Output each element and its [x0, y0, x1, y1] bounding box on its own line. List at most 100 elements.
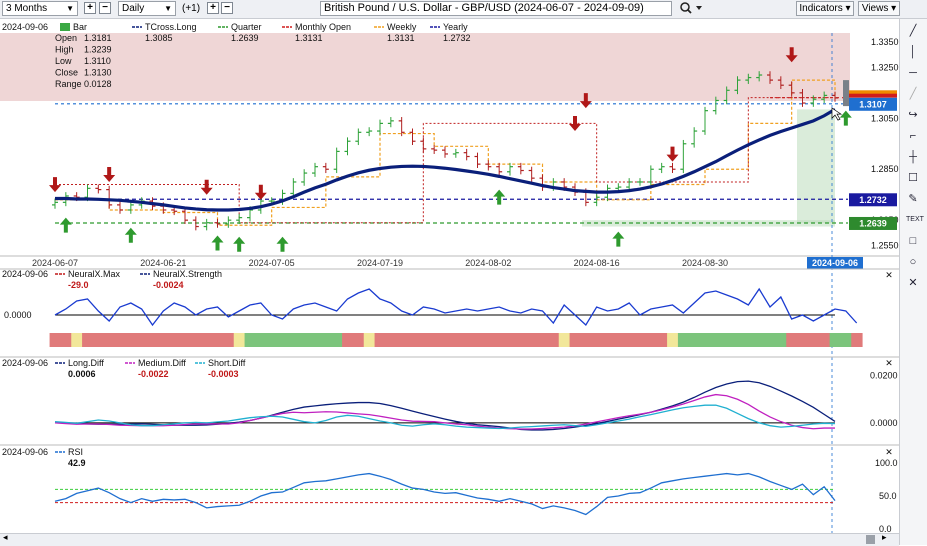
- neuralx-max-bar: [677, 333, 690, 347]
- y-tick-label: 1.3250: [871, 62, 899, 72]
- x-tick-label: 2024-06-07: [32, 258, 78, 268]
- neuralx-max-bar: [157, 333, 170, 347]
- neuralx-max-bar: [60, 333, 72, 347]
- zoom-in-button[interactable]: +: [84, 2, 96, 14]
- zoom-out-button[interactable]: −: [99, 2, 111, 14]
- neuralx-max-bar: [775, 333, 787, 347]
- neuralx-max-bar: [103, 333, 116, 347]
- neuralx-max-bar: [266, 333, 278, 347]
- scroll-right-icon[interactable]: ▸: [882, 532, 887, 542]
- neuralx-max-bar: [385, 333, 397, 347]
- neuralx-max-bar: [49, 333, 61, 347]
- neuralx-max-bar: [255, 333, 267, 347]
- text-tool-icon[interactable]: TEXT: [906, 216, 924, 223]
- close-icon: ✕: [885, 447, 893, 457]
- neuralx-max-bar: [656, 333, 668, 347]
- indicators-label: Indicators: [799, 3, 843, 14]
- neuralx-max-bar: [222, 333, 235, 347]
- ohlc-label: Open: [55, 33, 77, 43]
- main-legend-value: 1.2732: [443, 33, 471, 43]
- remove-button[interactable]: −: [221, 2, 233, 14]
- main-legend-name: Yearly: [443, 22, 468, 32]
- circle-icon[interactable]: ○: [909, 256, 917, 268]
- diff-date: 2024-09-06: [2, 358, 48, 368]
- x-badge: [807, 257, 863, 269]
- symbol-title[interactable]: British Pound / U.S. Dollar - GBP/USD (2…: [320, 1, 672, 16]
- neuralx-max-bar: [504, 333, 516, 347]
- ray-tool-icon[interactable]: ╱: [909, 88, 917, 100]
- main-legend-name: Weekly: [387, 22, 417, 32]
- indicators-button[interactable]: Indicators ▾: [796, 1, 854, 16]
- neuralx-max-bar: [753, 333, 766, 347]
- add-button[interactable]: +: [207, 2, 219, 14]
- range-value: 3 Months: [6, 3, 48, 14]
- rsi-date: 2024-09-06: [2, 447, 48, 457]
- neural-legend-name: NeuralX.Strength: [153, 269, 222, 279]
- price-badge: [849, 193, 897, 207]
- line-tool-icon[interactable]: ╱: [909, 25, 917, 37]
- horizontal-line-icon[interactable]: ─: [909, 67, 917, 79]
- neuralx-max-bar: [526, 333, 538, 347]
- neuralx-max-bar: [309, 333, 321, 347]
- buy-arrow-icon: [839, 110, 852, 126]
- range-select[interactable]: 3 Months ▼: [2, 1, 78, 16]
- search-button[interactable]: [678, 1, 704, 16]
- comment-icon[interactable]: ☐: [908, 172, 918, 184]
- ohlc-label: Range: [55, 79, 82, 89]
- views-button[interactable]: Views ▾: [858, 1, 900, 16]
- neuralx-max-bar: [298, 333, 311, 347]
- neuralx-max-bar: [688, 333, 701, 347]
- ohlc-value: 1.3110: [84, 56, 111, 66]
- pencil-icon[interactable]: ✎: [908, 193, 918, 205]
- crosshair-icon[interactable]: ┼: [909, 151, 917, 163]
- buy-arrow-icon: [59, 217, 72, 233]
- neuralx-max-bar: [851, 333, 863, 347]
- neuralx-max-bar: [201, 333, 213, 347]
- vertical-line-icon[interactable]: │: [909, 46, 917, 58]
- neuralx-max-bar: [786, 333, 798, 347]
- neuralx-max-bar: [721, 333, 733, 347]
- scroll-thumb[interactable]: [866, 535, 875, 544]
- ohlc-label: High: [55, 45, 74, 55]
- main-date: 2024-09-06: [2, 22, 48, 32]
- close-icon[interactable]: ✕: [908, 277, 918, 289]
- neuralx-max-bar: [439, 333, 451, 347]
- ohlc-label: Low: [55, 56, 72, 66]
- close-icon: ✕: [885, 358, 893, 368]
- rectangle-icon[interactable]: □: [909, 235, 917, 247]
- y-tick-label: 1.2850: [871, 164, 899, 174]
- price-badge-label: 1.2639: [859, 218, 887, 228]
- ohlc-value: 0.0128: [84, 79, 112, 89]
- sell-arrow-icon: [200, 179, 213, 195]
- neuralx-max-bar: [558, 333, 571, 347]
- rsi-legend-name: RSI: [68, 447, 83, 457]
- neuralx-max-bar: [515, 333, 527, 347]
- neuralx-max-bar: [840, 333, 852, 347]
- neuralx-max-bar: [168, 333, 181, 347]
- neuralx-max-bar: [472, 333, 484, 347]
- sell-arrow-icon: [254, 184, 267, 200]
- horizontal-scrollbar[interactable]: ◂ ▸: [0, 532, 899, 546]
- neuralx-max-bar: [645, 333, 657, 347]
- neuralx-max-bar: [667, 333, 679, 347]
- interval-select[interactable]: Daily ▼: [118, 1, 176, 16]
- neuralx-max-bar: [277, 333, 289, 347]
- main-legend-value: 1.2639: [231, 33, 259, 43]
- ohlc-label: Close: [55, 68, 78, 78]
- buy-arrow-icon: [493, 189, 506, 205]
- x-tick-label: 2024-08-30: [682, 258, 728, 268]
- neuralx-max-bar: [537, 333, 549, 347]
- chart-canvas[interactable]: 1.33501.32501.30501.28501.26501.25502024…: [0, 19, 899, 533]
- curve-tool-icon[interactable]: ↪: [908, 109, 918, 121]
- ohlc-value: 1.3239: [84, 45, 112, 55]
- neuralx-max-bar: [829, 333, 841, 347]
- diff-legend-value: 0.0006: [68, 369, 96, 379]
- ohlc-band: [0, 33, 850, 101]
- neuralx-max-bar: [233, 333, 246, 347]
- long-diff-line: [55, 380, 836, 431]
- neuralx-max-bar: [699, 333, 711, 347]
- scroll-left-icon[interactable]: ◂: [3, 532, 8, 542]
- fib-tool-icon[interactable]: ⌐: [909, 130, 917, 142]
- diff-y-tick: 0.0000: [870, 418, 898, 428]
- sell-arrow-icon: [579, 93, 592, 109]
